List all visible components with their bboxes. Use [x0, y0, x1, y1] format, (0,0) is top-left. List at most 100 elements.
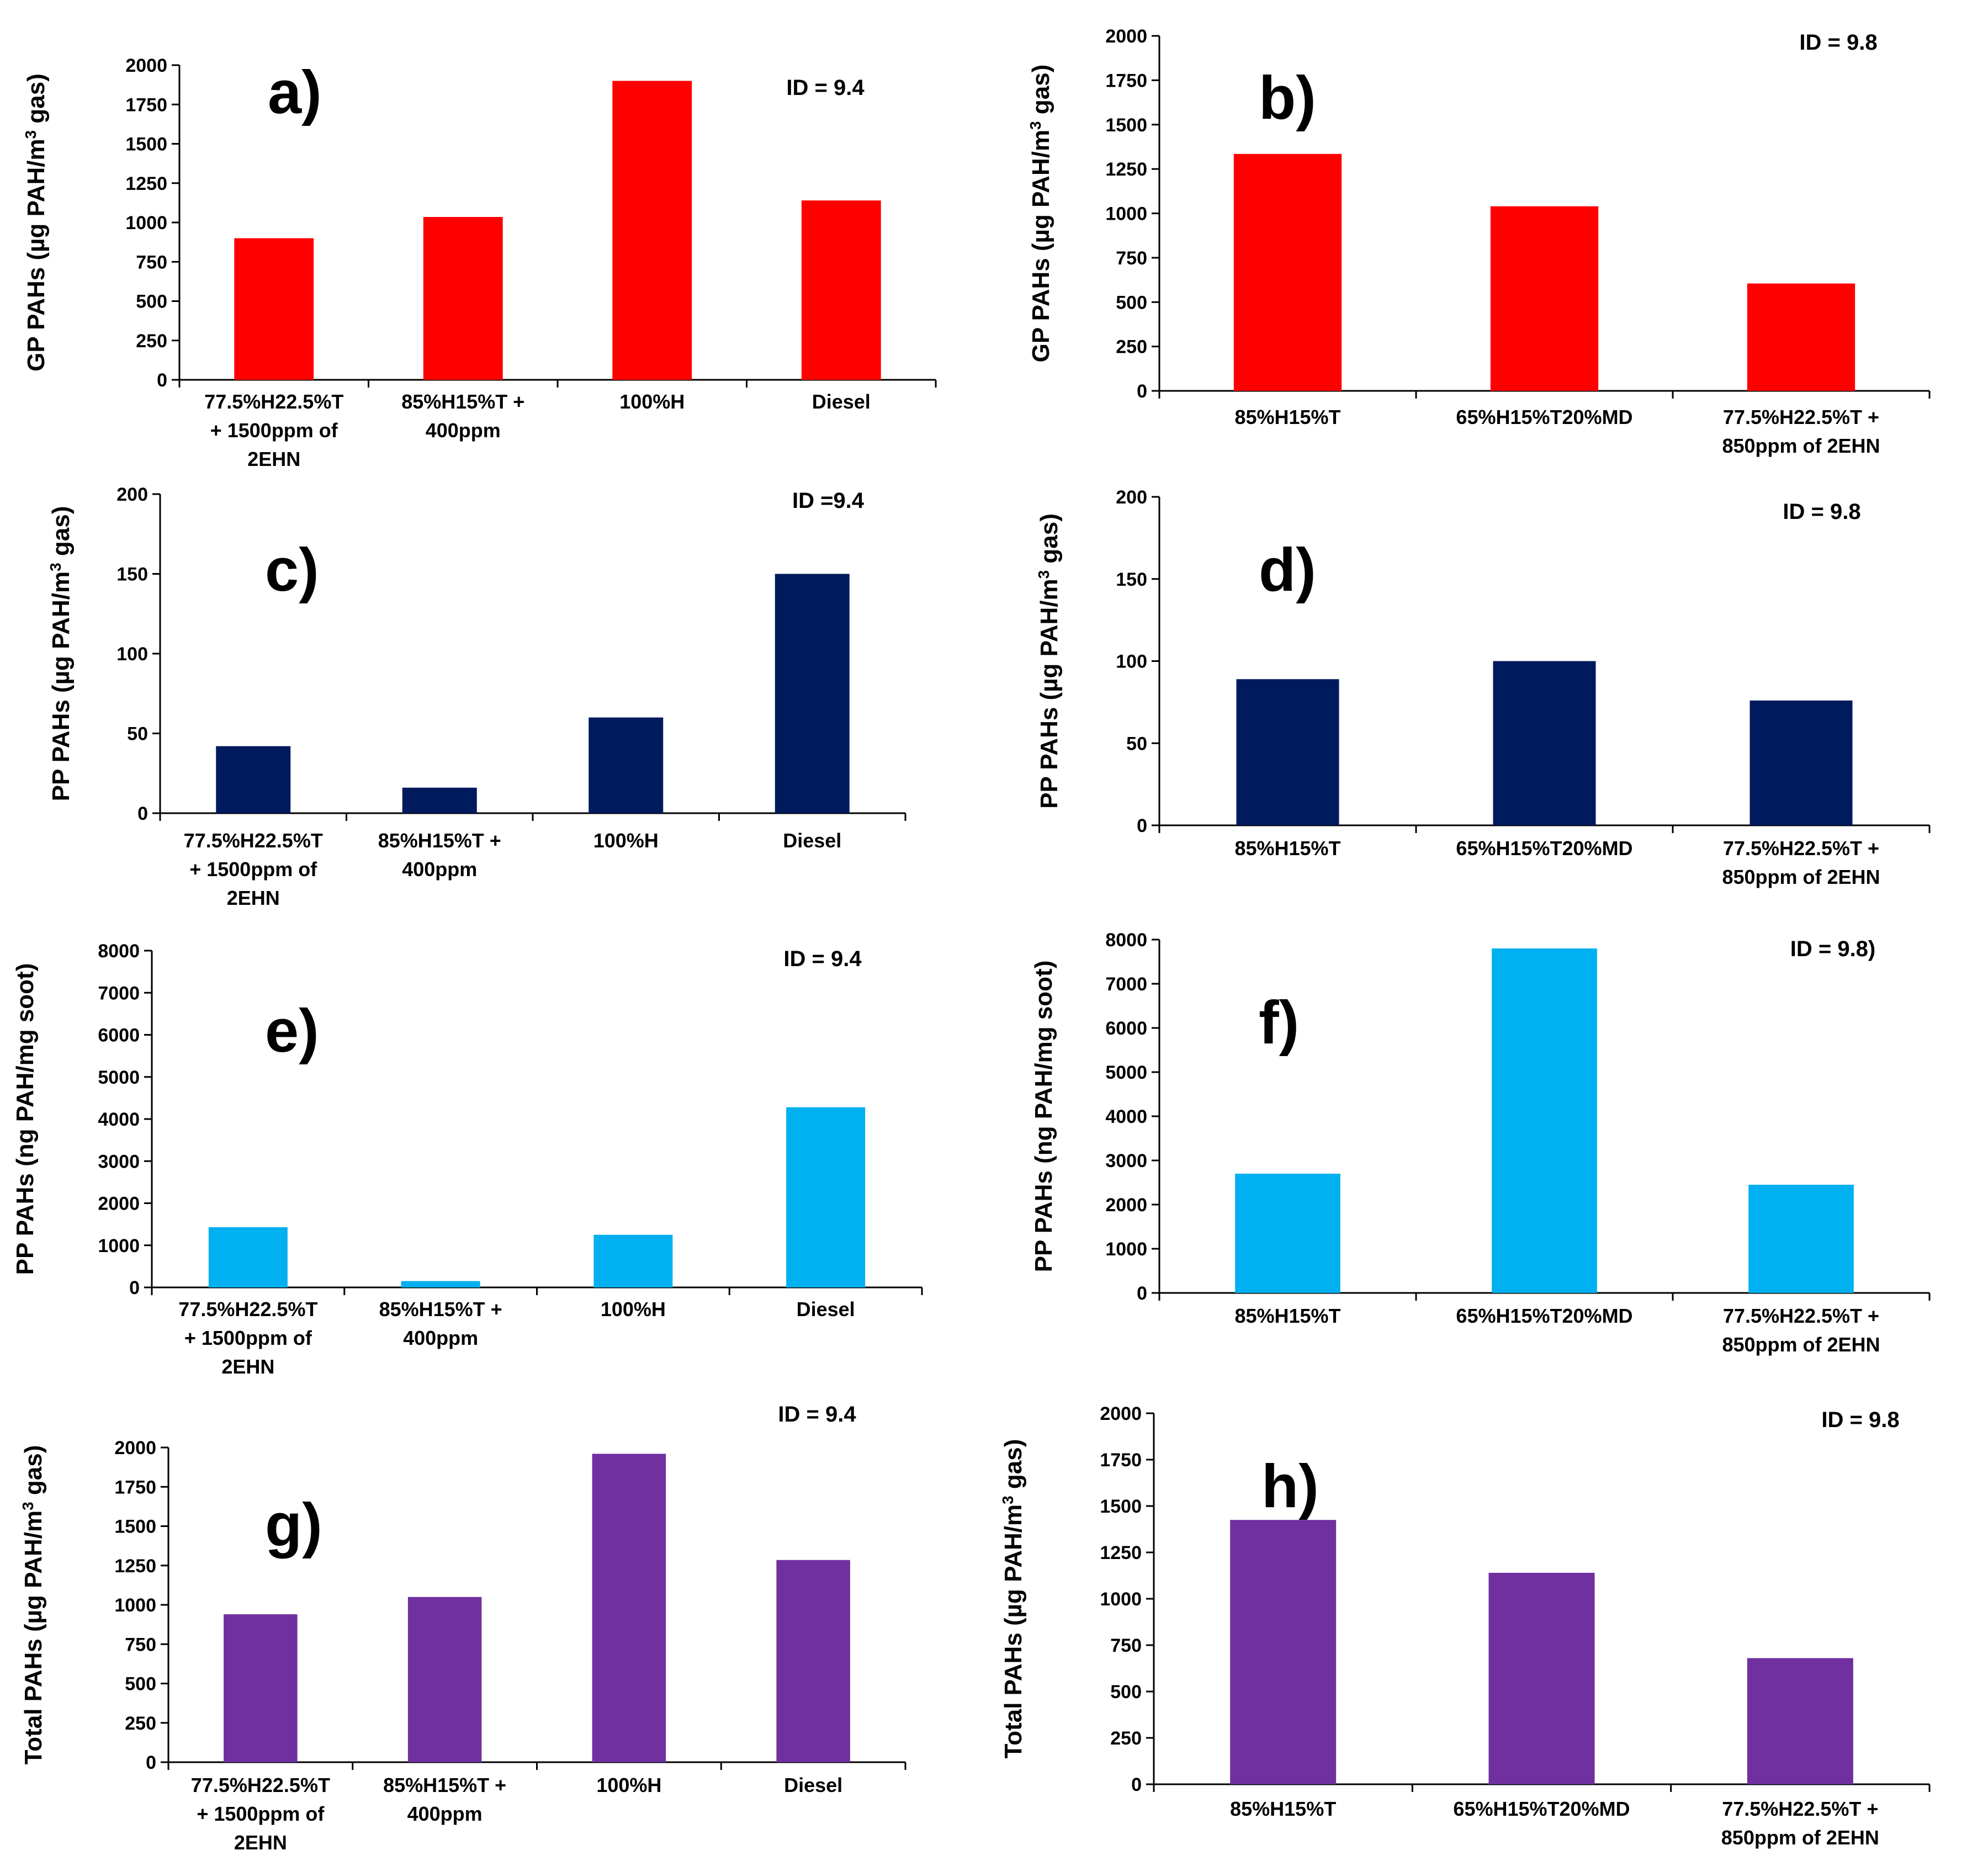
y-tick-label: 250	[136, 331, 167, 352]
y-axis-title: PP PAHs (µg PAH/m3 gas)	[47, 506, 75, 802]
x-category-label: 77.5%H22.5%T + 1500ppm of 2EHN	[204, 390, 343, 470]
x-category-label-line: 77.5%H22.5%T	[204, 390, 343, 413]
y-tick-label: 1750	[1100, 1450, 1142, 1471]
x-category-label-line: 85%H15%T	[1234, 837, 1340, 860]
x-category-label-line: 85%H15%T	[1234, 406, 1340, 428]
y-tick-label: 0	[1131, 1774, 1142, 1795]
bar	[401, 1281, 480, 1287]
y-tick-label: 0	[1137, 381, 1147, 402]
x-category-label-line: 850ppm of 2EHN	[1722, 1333, 1880, 1356]
y-axis-title-unit: gas)	[47, 506, 75, 563]
y-axis-title: PP PAHs (ng PAH/mg soot)	[1030, 961, 1057, 1273]
y-tick-label: 1500	[114, 1517, 156, 1537]
y-axis-title-main: GP PAHs (µg PAH/m	[1027, 130, 1054, 362]
bar	[1748, 1185, 1854, 1293]
x-category-label: 85%H15%T + 400ppm	[401, 390, 524, 442]
x-category-label-line: Diesel	[812, 390, 871, 413]
bar	[775, 574, 850, 813]
y-axis-title-unit: gas)	[1000, 1439, 1027, 1496]
chart-panel: 0 1000 2000 3000 4000 5000 6000 7000 8000 85%H15%…	[1030, 930, 1931, 1356]
y-axis-title-unit: gas)	[23, 73, 50, 130]
x-category-label-line: 65%H15%T20%MD	[1456, 1305, 1632, 1327]
x-category-label-line: 2EHN	[234, 1831, 287, 1854]
x-category-label-line: 77.5%H22.5%T	[178, 1298, 317, 1321]
x-category-label-line: 85%H15%T +	[378, 829, 501, 852]
y-tick-label: 2000	[1105, 26, 1147, 47]
x-category-label-line: + 1500ppm of	[184, 1327, 312, 1349]
y-axis-title: GP PAHs (µg PAH/m3 gas)	[1027, 65, 1055, 363]
x-category-label-line: 2EHN	[221, 1355, 274, 1378]
bar	[1233, 153, 1342, 391]
x-category-label-line: 850ppm of 2EHN	[1722, 434, 1880, 457]
x-category-label: 65%H15%T20%MD	[1456, 406, 1632, 428]
y-tick-label: 2000	[125, 55, 167, 76]
x-category-label-line: 100%H	[593, 829, 659, 852]
x-category-label-line: 65%H15%T20%MD	[1456, 837, 1632, 860]
x-category-label-line: 100%H	[596, 1774, 661, 1796]
y-axis-title-unit: gas)	[20, 1445, 47, 1502]
y-tick-label: 0	[1137, 815, 1147, 836]
y-tick-label: 250	[1116, 337, 1147, 358]
y-axis-title-superscript: 3	[22, 130, 39, 139]
y-tick-label: 2000	[1100, 1403, 1142, 1424]
y-tick-label: 1000	[1100, 1589, 1142, 1610]
x-category-label-line: 77.5%H22.5%T +	[1723, 1305, 1879, 1327]
bar	[1750, 700, 1853, 825]
bar	[1236, 679, 1339, 825]
y-tick-label: 500	[1110, 1682, 1142, 1703]
chart-panel: 0 250 500 750 1000 1250 1500 1750 2000 77.5%H22.5…	[19, 1402, 906, 1854]
y-axis-title-superscript: 3	[47, 563, 64, 571]
y-axis-title-superscript: 3	[1035, 570, 1052, 579]
chart-panel: 0 50 100 150 200 77.5%H22.5%T + 1500ppm of 2EHN…	[47, 484, 906, 909]
x-category-label-line: 400ppm	[403, 1327, 478, 1349]
y-tick-label: 500	[1116, 292, 1147, 313]
id-label: ID = 9.4	[786, 76, 865, 100]
y-tick-label: 3000	[1105, 1150, 1147, 1171]
panel-letter: g)	[265, 1491, 322, 1559]
x-category-label-line: 100%H	[619, 390, 685, 413]
y-axis-title-main: PP PAHs (ng PAH/mg soot)	[1030, 961, 1057, 1273]
y-tick-label: 100	[116, 644, 148, 665]
y-tick-label: 250	[125, 1713, 156, 1734]
y-axis-title: PP PAHs (µg PAH/m3 gas)	[1035, 513, 1063, 809]
y-tick-label: 0	[129, 1277, 140, 1298]
y-tick-label: 1750	[1105, 70, 1147, 91]
y-tick-label: 150	[116, 564, 148, 585]
x-category-label: 100%H	[596, 1774, 661, 1796]
x-category-label: 85%H15%T	[1234, 406, 1340, 428]
x-category-label-line: 77.5%H22.5%T	[184, 829, 323, 852]
y-tick-label: 6000	[98, 1025, 140, 1046]
bar	[612, 81, 692, 380]
x-category-label: 77.5%H22.5%T + 1500ppm of 2EHN	[191, 1774, 330, 1854]
y-tick-label: 1250	[1100, 1542, 1142, 1563]
bar	[234, 238, 314, 380]
y-tick-label: 1750	[125, 94, 167, 115]
x-category-label: 65%H15%T20%MD	[1456, 1305, 1632, 1327]
x-category-label-line: + 1500ppm of	[210, 419, 338, 442]
x-category-label-line: 400ppm	[407, 1802, 483, 1825]
panel-letter: f)	[1259, 989, 1299, 1057]
chart-panel: 0 250 500 750 1000 1250 1500 1750 2000 85%H15%T 65…	[999, 1403, 1931, 1849]
x-category-label-line: Diesel	[784, 1774, 842, 1796]
y-tick-label: 2000	[98, 1194, 140, 1215]
x-category-label-line: 85%H15%T +	[379, 1298, 502, 1321]
panel-letter: e)	[265, 997, 319, 1065]
y-tick-label: 8000	[98, 941, 140, 962]
bar	[592, 1454, 666, 1762]
x-category-label: 100%H	[601, 1298, 666, 1321]
id-label: ID = 9.8	[1821, 1408, 1899, 1432]
y-tick-label: 7000	[1105, 974, 1147, 995]
y-tick-label: 750	[125, 1634, 156, 1655]
bar	[1493, 661, 1596, 825]
x-category-label-line: 2EHN	[247, 448, 300, 470]
x-category-label-line: 400ppm	[402, 858, 477, 881]
y-tick-label: 500	[125, 1674, 156, 1695]
x-category-label-line: Diesel	[797, 1298, 855, 1321]
y-tick-label: 1500	[125, 134, 167, 155]
y-tick-label: 1500	[1100, 1496, 1142, 1517]
y-axis-title: PP PAHs (ng PAH/mg soot)	[12, 963, 39, 1275]
y-tick-label: 750	[1116, 248, 1147, 269]
bar	[786, 1107, 866, 1287]
x-category-label-line: + 1500ppm of	[197, 1802, 325, 1825]
y-axis-title-main: PP PAHs (µg PAH/m	[47, 571, 75, 802]
